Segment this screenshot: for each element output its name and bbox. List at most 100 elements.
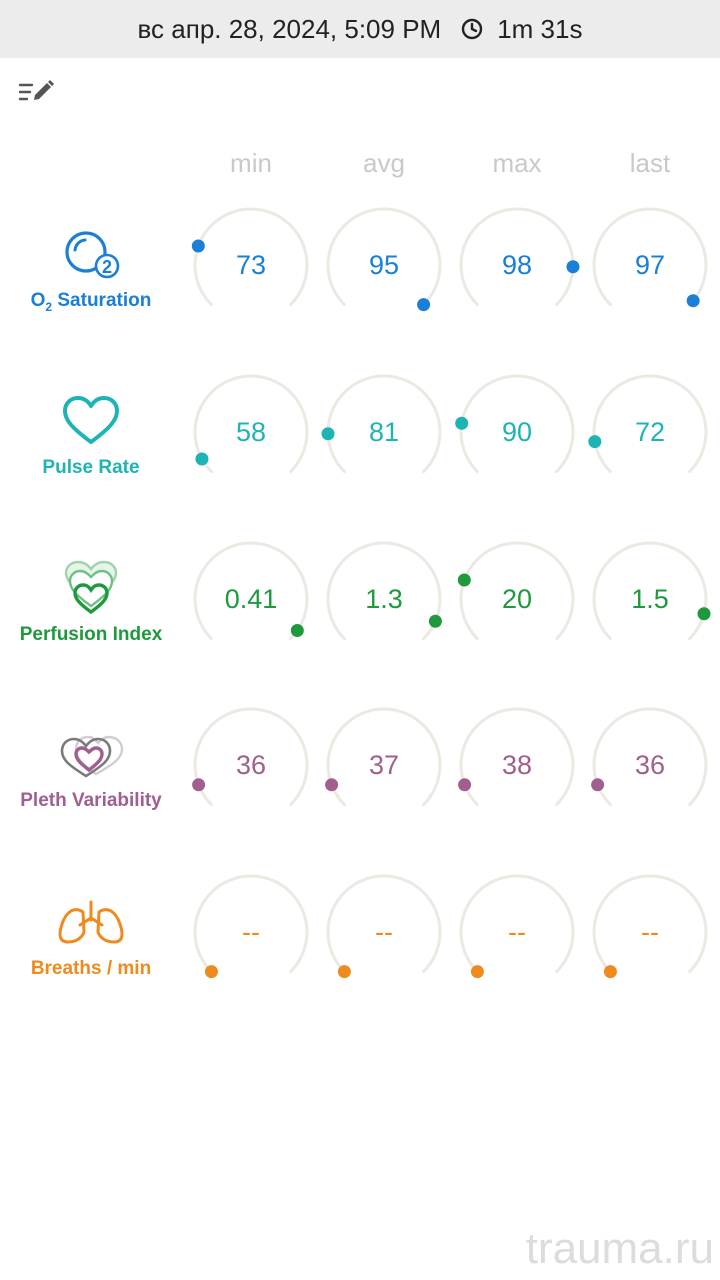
column-header-last: last [629, 148, 671, 178]
gauge-o2-max: 98 [457, 205, 580, 325]
gauge-pvi-avg: 37 [324, 705, 444, 825]
edit-notes-icon[interactable] [14, 74, 58, 110]
gauge-value: 72 [634, 416, 666, 447]
gauge-track [326, 707, 442, 807]
gauge-rr-max: -- [457, 872, 577, 992]
gauge-pulse-max: 90 [455, 372, 577, 492]
metric-label-breaths-per-min: Breaths / min [30, 958, 152, 979]
gauge-rr-avg: -- [324, 872, 444, 992]
svg-text:2: 2 [102, 257, 112, 277]
gauge-marker [290, 623, 304, 637]
gauge-marker [455, 416, 469, 430]
gauge-marker [566, 260, 580, 274]
column-header-avg: avg [363, 148, 405, 178]
metric-label-pulse-rate: Pulse Rate [42, 457, 140, 478]
gauge-value: -- [508, 916, 526, 947]
gauge-o2-min: 73 [191, 205, 311, 325]
gauge-marker [192, 778, 206, 792]
gauge-pi-avg: 1.3 [324, 539, 444, 659]
gauge-o2-last: 97 [590, 205, 710, 325]
gauge-dial [326, 874, 442, 979]
gauge-value: 98 [501, 249, 533, 280]
gauge-pulse-min: 58 [191, 372, 311, 492]
gauge-value: 36 [634, 749, 666, 780]
gauge-dial [592, 541, 711, 641]
gauge-dial [459, 207, 580, 307]
clock-icon [462, 18, 483, 40]
gauge-dial [326, 541, 442, 641]
gauge-dial [192, 707, 309, 807]
gauge-dial [321, 374, 442, 474]
gauge-value: 90 [501, 416, 533, 447]
gauge-track [193, 374, 309, 474]
gauge-value: 38 [501, 749, 533, 780]
gauge-o2-avg: 95 [324, 205, 444, 325]
gauge-dial [193, 874, 309, 979]
gauge-marker [603, 965, 617, 979]
gauge-marker [428, 614, 442, 628]
gauge-track [592, 541, 708, 641]
gauge-value: 1.3 [365, 583, 403, 614]
gauge-track [592, 707, 708, 807]
gauge-value: 95 [368, 249, 400, 280]
gauge-value: 0.41 [224, 583, 278, 614]
gauge-track [193, 207, 309, 307]
gauge-pvi-min: 36 [191, 705, 311, 825]
gauge-marker [325, 778, 339, 792]
gauge-dial [459, 874, 575, 979]
gauge-dial [193, 541, 309, 641]
gauge-marker [204, 965, 218, 979]
gauge-pvi-last: 36 [590, 705, 710, 825]
gauge-marker [591, 778, 605, 792]
session-header: вс апр. 28, 2024, 5:09 PM 1m 31s [0, 0, 720, 58]
gauge-dial [325, 707, 442, 807]
gauge-pvi-max: 38 [457, 705, 577, 825]
column-header-min: min [230, 148, 272, 178]
gauge-value: 97 [634, 249, 666, 280]
gauge-dial [458, 707, 575, 807]
session-datetime: вс апр. 28, 2024, 5:09 PM [137, 13, 442, 44]
gauge-marker [686, 294, 700, 308]
metric-label-o2-saturation: O2 Saturation [30, 290, 152, 314]
gauge-dial [592, 874, 708, 979]
gauge-track [592, 874, 708, 974]
heart-icon [63, 396, 119, 444]
gauge-value: 20 [501, 583, 533, 614]
gauge-track [459, 374, 575, 474]
metric-label-perfusion-index: Perfusion Index [19, 624, 163, 645]
gauge-dial [326, 207, 442, 312]
gauge-value: -- [242, 916, 260, 947]
gauge-track [459, 707, 575, 807]
gauge-track [193, 874, 309, 974]
gauge-track [326, 541, 442, 641]
gauge-track [193, 707, 309, 807]
gauge-dial [455, 374, 575, 474]
watermark: trauma.ru [525, 1224, 714, 1273]
gauge-value: -- [641, 916, 659, 947]
metric-label-pleth-variability: Pleth Variability [20, 790, 162, 811]
gauge-pulse-avg: 81 [321, 372, 444, 492]
perfusion-hearts-icon [64, 560, 118, 615]
gauge-value: 81 [368, 416, 400, 447]
gauge-pi-max: 20 [457, 539, 577, 659]
gauge-track [326, 874, 442, 974]
session-duration: 1m 31s [497, 13, 583, 44]
gauge-dial [457, 541, 575, 641]
gauge-value: 58 [235, 416, 267, 447]
gauge-marker [337, 965, 351, 979]
gauge-track [459, 541, 575, 641]
gauge-value: -- [375, 916, 393, 947]
pleth-hearts-icon [60, 735, 124, 778]
gauge-track [592, 207, 708, 307]
gauge-marker [588, 435, 602, 449]
gauge-marker [195, 452, 209, 466]
gauge-marker [457, 573, 471, 587]
gauge-marker [697, 607, 711, 621]
gauge-marker [417, 298, 431, 312]
gauge-rr-min: -- [191, 872, 311, 992]
gauge-pi-min: 0.41 [191, 539, 311, 659]
gauge-rr-last: -- [590, 872, 710, 992]
gauge-value: 73 [235, 249, 267, 280]
gauge-dial [191, 207, 309, 307]
gauge-marker [191, 239, 205, 253]
